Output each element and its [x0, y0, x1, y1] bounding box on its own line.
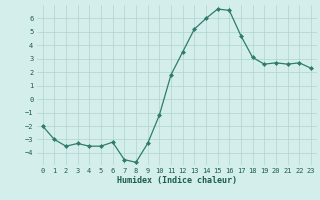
X-axis label: Humidex (Indice chaleur): Humidex (Indice chaleur) [117, 176, 237, 185]
